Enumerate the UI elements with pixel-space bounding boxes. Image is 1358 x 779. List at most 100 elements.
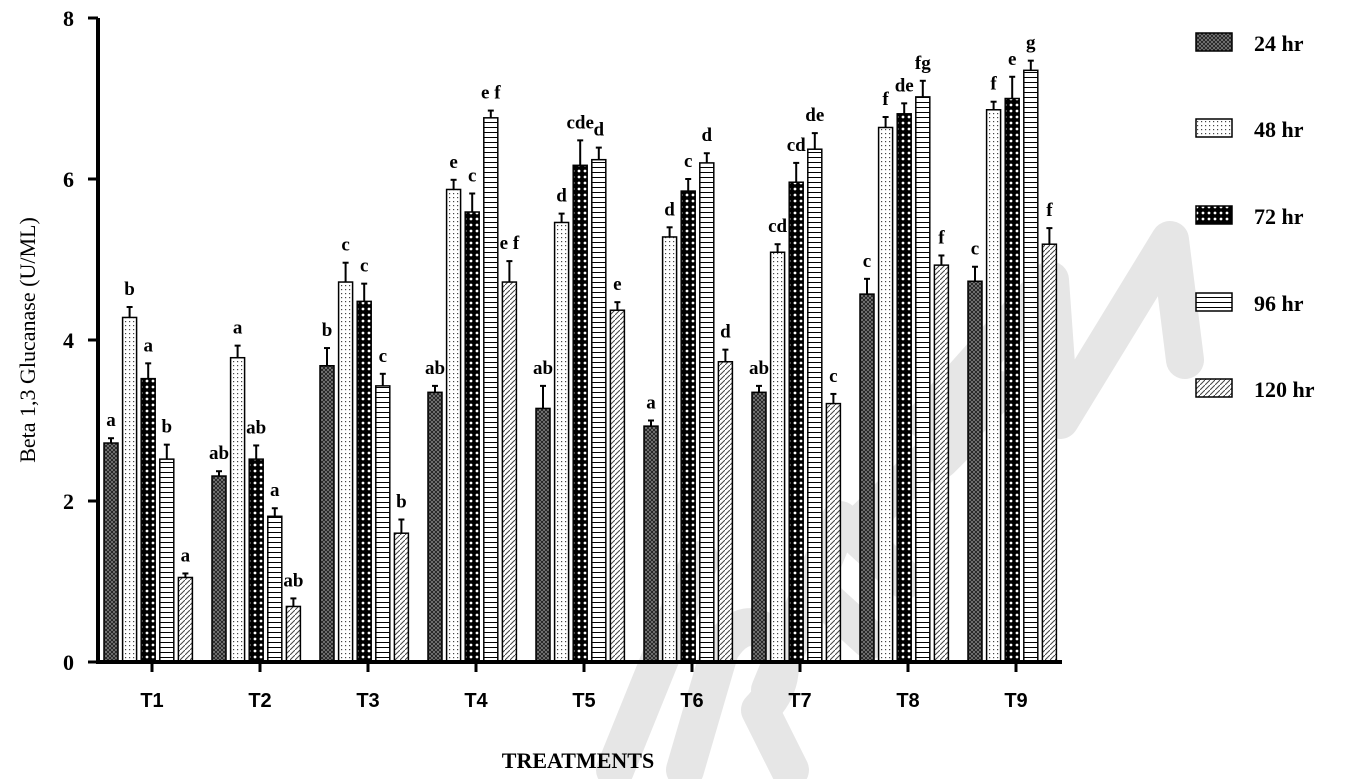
significance-label: f [990, 74, 997, 95]
x-tick-label: T6 [680, 690, 703, 712]
bar-t7-120hr [825, 402, 842, 663]
x-tick-label: T3 [356, 690, 379, 712]
bar-t6-120hr [717, 360, 734, 663]
significance-label: f [938, 227, 945, 248]
significance-label: c [341, 235, 349, 256]
bar-t1-96hr [159, 458, 175, 663]
bar-t7-24hr [751, 391, 767, 663]
bar-t9-120hr [1041, 243, 1058, 663]
significance-label: f [1046, 200, 1053, 221]
significance-label: cd [787, 135, 806, 156]
bar-t3-24hr [319, 365, 335, 663]
bar-t7-48hr [769, 251, 786, 663]
x-tick-label: T2 [248, 690, 271, 712]
bar-t6-72hr [680, 190, 696, 663]
significance-label: c [971, 239, 979, 260]
significance-label: ab [533, 358, 553, 379]
bar-t3-96hr [375, 385, 391, 663]
bar-t2-96hr [267, 515, 283, 663]
y-tick-label: 0 [63, 650, 74, 675]
legend-swatch [1195, 292, 1233, 312]
significance-label: cde [566, 112, 593, 133]
x-tick-label: T1 [140, 690, 163, 712]
significance-label: de [895, 75, 914, 96]
significance-label: c [684, 151, 692, 172]
significance-label: b [162, 417, 173, 438]
bar-t1-72hr [140, 377, 156, 663]
y-tick-label: 8 [63, 6, 74, 31]
legend-label: 48 hr [1254, 117, 1304, 142]
legend-swatch [1195, 205, 1233, 225]
significance-label: fg [915, 53, 931, 74]
significance-label: e [1008, 49, 1016, 70]
significance-label: a [233, 318, 243, 339]
bar-t8-24hr [859, 293, 875, 663]
significance-label: ab [246, 417, 266, 438]
significance-label: b [124, 279, 135, 300]
bar-t3-120hr [393, 532, 410, 663]
bar-t7-96hr [807, 148, 823, 663]
y-tick-label: 4 [63, 328, 74, 353]
significance-label: c [360, 256, 368, 277]
significance-label: e [613, 274, 621, 295]
legend-swatch [1195, 378, 1233, 398]
legend-swatch [1195, 118, 1233, 138]
significance-label: d [720, 322, 731, 343]
significance-label: b [396, 492, 407, 513]
bar-t5-96hr [591, 158, 607, 663]
bar-t6-96hr [699, 162, 715, 663]
legend-label: 24 hr [1254, 31, 1304, 56]
bar-t1-48hr [121, 316, 138, 663]
y-tick-label: 6 [63, 167, 74, 192]
bar-t2-72hr [248, 458, 264, 663]
significance-label: a [646, 393, 656, 414]
bar-t8-48hr [877, 126, 894, 663]
bar-t9-96hr [1023, 69, 1039, 663]
x-tick-label: T8 [896, 690, 919, 712]
significance-label: c [468, 165, 476, 186]
bar-t2-120hr [285, 605, 302, 663]
bar-t4-48hr [445, 188, 462, 663]
bar-t8-72hr [896, 113, 912, 663]
significance-label: cd [768, 216, 787, 237]
legend-swatch [1195, 32, 1233, 52]
significance-label: e f [481, 83, 501, 104]
significance-label: e f [500, 233, 520, 254]
bar-t1-24hr [103, 442, 119, 663]
bar-t5-48hr [553, 221, 570, 663]
significance-label: d [702, 125, 713, 146]
x-axis-title: TREATMENTS [502, 748, 654, 773]
bar-t9-72hr [1004, 97, 1020, 663]
significance-label: b [322, 320, 333, 341]
significance-label: d [556, 186, 567, 207]
bar-t5-72hr [572, 164, 588, 663]
bar-t8-96hr [915, 96, 931, 663]
significance-label: g [1026, 33, 1036, 54]
significance-label: d [664, 199, 675, 220]
significance-label: ab [749, 358, 769, 379]
x-tick-label: T7 [788, 690, 811, 712]
x-tick-label: T9 [1004, 690, 1027, 712]
bar-t6-48hr [661, 236, 678, 663]
bar-t4-96hr [483, 117, 499, 663]
bar-t6-24hr [643, 425, 659, 663]
bar-t4-24hr [427, 391, 443, 663]
bar-t3-72hr [356, 300, 372, 663]
significance-label: de [805, 105, 824, 126]
legend-label: 72 hr [1254, 204, 1304, 229]
bar-t9-24hr [967, 280, 983, 663]
significance-label: a [106, 410, 116, 431]
significance-label: ab [425, 358, 445, 379]
bar-t2-24hr [211, 475, 227, 663]
legend-label: 96 hr [1254, 291, 1304, 316]
bar-t3-48hr [337, 281, 354, 663]
significance-label: c [863, 251, 871, 272]
significance-label: a [270, 480, 280, 501]
significance-label: d [594, 120, 605, 141]
bar-t4-120hr [501, 281, 518, 663]
bar-t7-72hr [788, 181, 804, 663]
legend: 24 hr 48 hr 72 hr 96 hr 120 hr [1195, 31, 1315, 402]
legend-label: 120 hr [1254, 377, 1315, 402]
y-axis-title: Beta 1,3 Glucanase (U/ML) [15, 217, 40, 463]
